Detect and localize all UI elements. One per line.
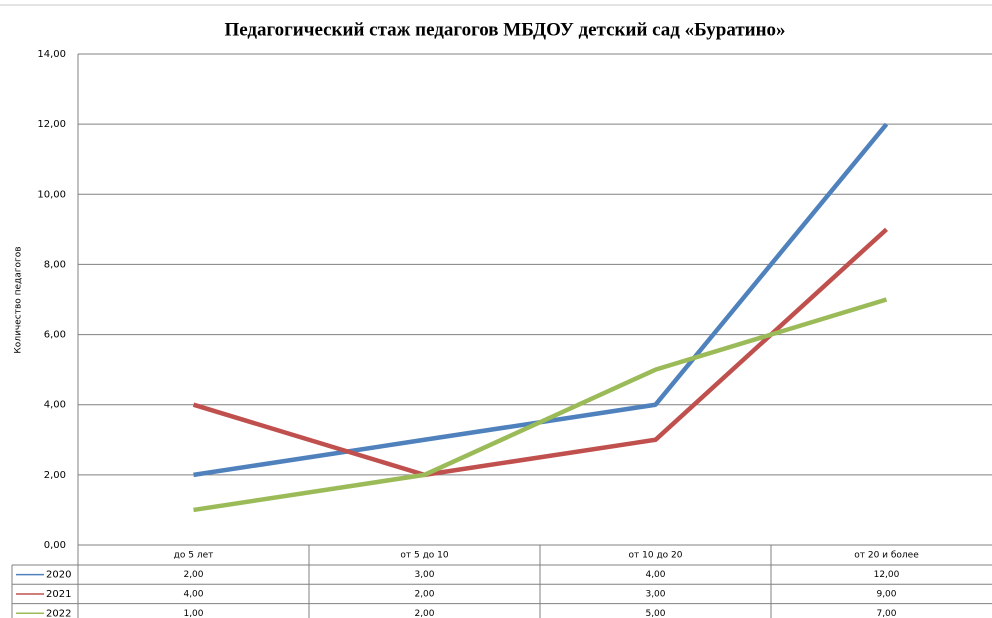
y-tick-label: 14,00 [37,49,66,60]
y-tick-label: 2,00 [44,470,66,481]
x-tick-label: от 20 и более [854,551,919,561]
table-value: 4,00 [645,570,665,580]
table-value: 7,00 [876,609,896,618]
legend-label: 2020 [46,570,71,581]
y-tick-label: 8,00 [44,259,66,270]
x-tick-label: от 5 до 10 [400,551,449,561]
chart-title: Педагогический стаж педагогов МБДОУ детс… [224,19,785,40]
y-tick-label: 0,00 [44,540,66,551]
line-series [193,297,888,513]
y-tick-label: 4,00 [44,400,66,411]
y-tick-label: 10,00 [37,189,66,200]
table-value: 2,00 [183,570,203,580]
table-value: 1,00 [183,609,203,618]
table-value: 9,00 [876,589,896,599]
x-tick-label: от 10 до 20 [629,551,683,561]
legend-label: 2021 [46,589,71,600]
line-series [192,227,889,478]
legend-label: 2022 [46,608,71,618]
table-value: 4,00 [183,589,203,599]
table-value: 12,00 [874,570,900,580]
y-tick-label: 12,00 [37,119,66,130]
table-value: 2,00 [414,609,434,618]
table-value: 3,00 [414,570,434,580]
table-value: 3,00 [645,589,665,599]
y-tick-label: 6,00 [44,330,66,341]
table-value: 2,00 [414,589,434,599]
y-axis-label: Количество педагогов [14,246,24,353]
x-tick-label: до 5 лет [174,551,214,561]
table-value: 5,00 [645,609,665,618]
